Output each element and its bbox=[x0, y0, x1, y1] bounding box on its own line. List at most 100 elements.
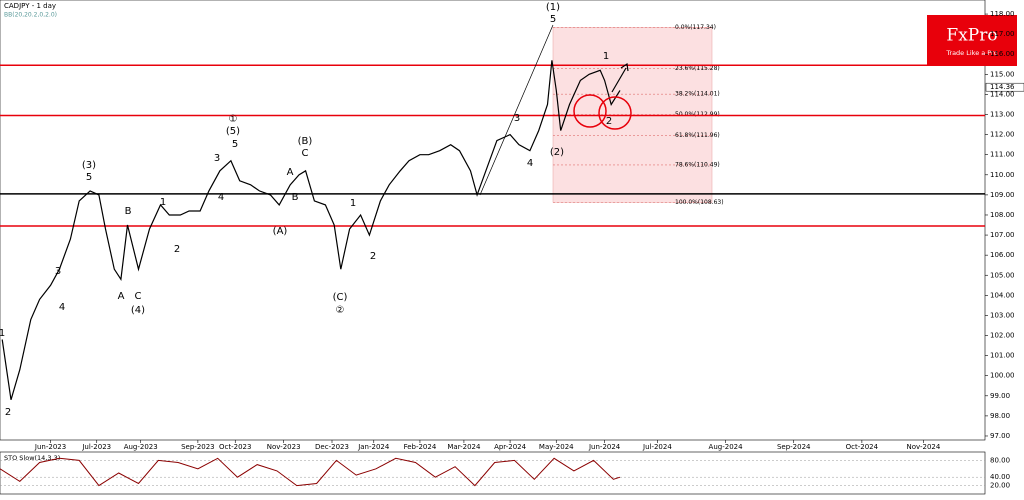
wave-label: (C) bbox=[333, 292, 348, 303]
y-tick-label: 103.00 bbox=[990, 311, 1015, 319]
osc-tick-label: 20.00 bbox=[990, 482, 1010, 490]
fib-label: 38.2%(114.01) bbox=[675, 91, 720, 98]
target-circle bbox=[573, 94, 607, 128]
x-tick-label: Oct-2023 bbox=[219, 443, 251, 451]
x-tick-label: Jun-2024 bbox=[588, 443, 621, 451]
wave-label: 2 bbox=[5, 407, 11, 418]
x-tick-label: Oct-2024 bbox=[846, 443, 879, 451]
wave-label: B bbox=[125, 206, 132, 217]
x-tick-label: Sep-2024 bbox=[777, 443, 811, 451]
osc-tick-label: 80.00 bbox=[990, 456, 1010, 464]
trend-line bbox=[479, 24, 554, 196]
target-circle bbox=[598, 96, 632, 130]
x-tick-label: Mar-2024 bbox=[447, 443, 481, 451]
wave-label: (4) bbox=[131, 305, 145, 316]
wave-label: (1) bbox=[546, 2, 560, 13]
x-tick-label: Dec-2023 bbox=[315, 443, 349, 451]
wave-label: 1 bbox=[350, 198, 356, 209]
wave-label: 2 bbox=[174, 244, 180, 255]
wave-label: 5 bbox=[232, 139, 238, 150]
wave-label: C bbox=[135, 291, 142, 302]
y-tick-label: 107.00 bbox=[990, 231, 1015, 239]
plot-frame bbox=[0, 0, 986, 441]
chart-subtitle: BB(20,20.2,0,2.0) bbox=[4, 12, 57, 19]
x-tick-label: Feb-2024 bbox=[404, 443, 437, 451]
x-tick-label: Nov-2023 bbox=[267, 443, 301, 451]
x-tick-label: Aug-2023 bbox=[124, 443, 158, 451]
wave-label: C bbox=[302, 148, 309, 159]
wave-label: 3 bbox=[514, 113, 520, 124]
wave-label: 4 bbox=[218, 192, 224, 203]
wave-label: (3) bbox=[82, 160, 96, 171]
x-tick-label: Nov-2024 bbox=[907, 443, 941, 451]
x-tick-label: Apr-2024 bbox=[494, 443, 527, 451]
y-tick-label: 102.00 bbox=[990, 332, 1015, 340]
y-tick-label: 117.00 bbox=[990, 30, 1015, 38]
wave-label: B bbox=[292, 192, 299, 203]
y-tick-label: 115.00 bbox=[990, 70, 1015, 78]
wave-label: 3 bbox=[214, 153, 220, 164]
wave-label: 5 bbox=[86, 172, 92, 183]
wave-label: 5 bbox=[550, 14, 556, 25]
logo-box bbox=[927, 15, 1017, 66]
fib-label: 61.8%(111.96) bbox=[675, 132, 720, 139]
wave-label: 4 bbox=[527, 158, 533, 169]
wave-label: (A) bbox=[273, 226, 288, 237]
fib-label: 0.0%(117.34) bbox=[675, 24, 716, 31]
wave-label: 2 bbox=[606, 116, 612, 127]
fib-label: 50.0%(112.99) bbox=[675, 111, 720, 118]
wave-label: 1 bbox=[0, 328, 5, 339]
osc-line bbox=[0, 457, 621, 487]
y-tick-label: 104.00 bbox=[990, 291, 1015, 299]
y-tick-label: 110.00 bbox=[990, 171, 1015, 179]
y-tick-label: 112.00 bbox=[990, 131, 1015, 139]
y-tick-label: 108.00 bbox=[990, 211, 1015, 219]
wave-label: 1 bbox=[603, 51, 609, 62]
wave-label: ② bbox=[336, 305, 345, 316]
wave-label: (2) bbox=[550, 147, 564, 158]
y-tick-label: 100.00 bbox=[990, 372, 1015, 380]
x-tick-label: Jul-2024 bbox=[642, 443, 672, 451]
last-price-label: 114.36 bbox=[990, 83, 1015, 91]
y-tick-label: 97.00 bbox=[990, 432, 1010, 440]
y-tick-label: 116.00 bbox=[990, 50, 1015, 58]
y-tick-label: 105.00 bbox=[990, 271, 1015, 279]
wave-label: 3 bbox=[55, 266, 61, 277]
x-tick-label: Jan-2024 bbox=[357, 443, 390, 451]
oscillator-title: STO Slow(14,3,3) bbox=[4, 454, 60, 462]
y-tick-label: 109.00 bbox=[990, 191, 1015, 199]
fib-label: 78.6%(110.49) bbox=[675, 161, 720, 168]
x-tick-label: Sep-2023 bbox=[181, 443, 215, 451]
y-tick-label: 101.00 bbox=[990, 352, 1015, 360]
y-tick-label: 118.00 bbox=[990, 10, 1015, 18]
wave-label: 2 bbox=[370, 251, 376, 262]
wave-label: 4 bbox=[59, 302, 65, 313]
y-tick-label: 113.00 bbox=[990, 111, 1015, 119]
x-tick-label: May-2024 bbox=[539, 443, 574, 451]
fib-label: 100.0%(108.63) bbox=[675, 199, 724, 206]
wave-label: A bbox=[287, 167, 294, 178]
wave-label: A bbox=[118, 291, 125, 302]
x-tick-label: Jul-2023 bbox=[81, 443, 111, 451]
x-tick-label: Jun-2023 bbox=[34, 443, 66, 451]
chart-title: CADJPY - 1 day bbox=[4, 2, 56, 10]
y-tick-label: 114.00 bbox=[990, 90, 1015, 98]
logo-name: FxPro bbox=[946, 26, 997, 46]
oscillator-frame bbox=[0, 451, 986, 495]
fib-label: 23.6%(115.28) bbox=[675, 65, 720, 72]
y-tick-label: 106.00 bbox=[990, 251, 1015, 259]
wave-label: ① bbox=[229, 114, 238, 125]
wave-label: (B) bbox=[298, 136, 313, 147]
wave-label: 1 bbox=[160, 197, 166, 208]
osc-tick-label: 40.00 bbox=[990, 473, 1010, 481]
x-tick-label: Aug-2024 bbox=[709, 443, 744, 451]
price-line bbox=[1, 60, 621, 400]
y-tick-label: 99.00 bbox=[990, 392, 1010, 400]
wave-label: (5) bbox=[226, 126, 240, 137]
logo-tagline: Trade Like a Pro bbox=[945, 49, 997, 57]
y-tick-label: 98.00 bbox=[990, 412, 1010, 420]
y-tick-label: 111.00 bbox=[990, 151, 1015, 159]
last-price-box bbox=[985, 82, 1024, 92]
arrow bbox=[611, 62, 629, 93]
